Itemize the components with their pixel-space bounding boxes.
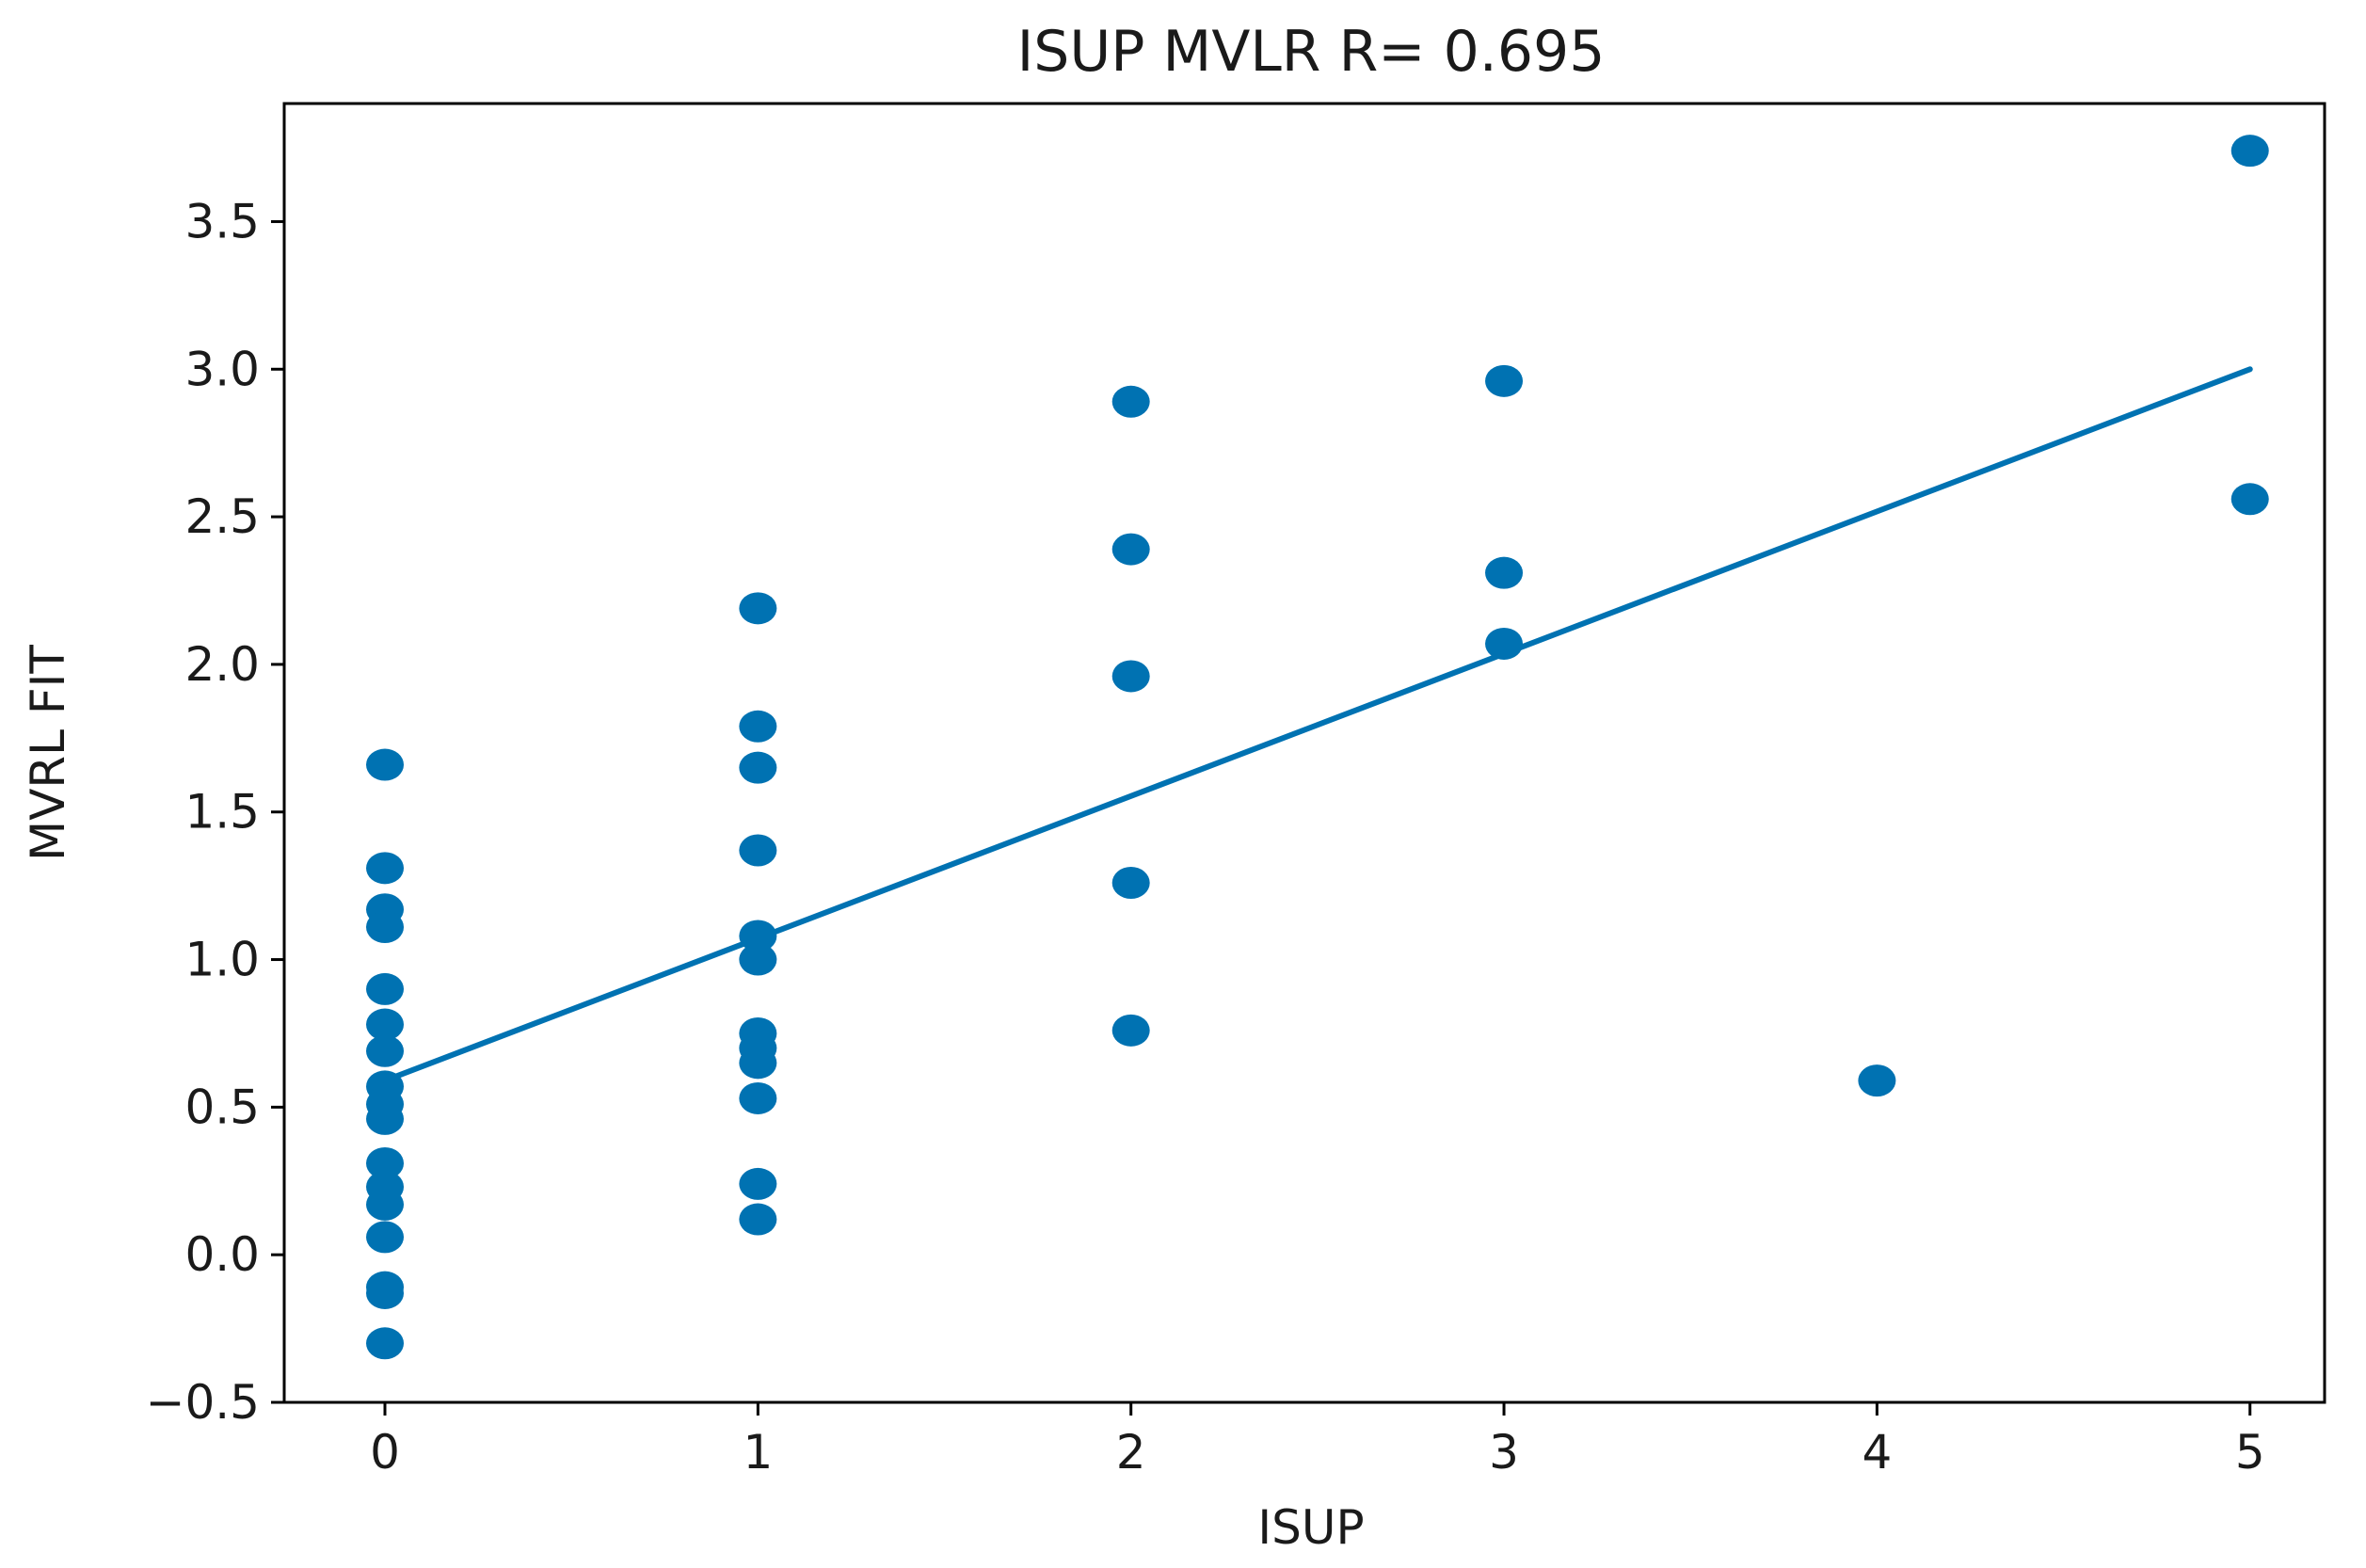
data-point — [739, 834, 777, 867]
data-point — [739, 710, 777, 743]
y-tick-label: 0.5 — [184, 1080, 260, 1134]
y-tick-label: 1.0 — [184, 933, 260, 987]
y-axis-label: MVRL FIT — [21, 645, 75, 861]
x-tick-label: 1 — [743, 1425, 773, 1480]
data-point — [2230, 135, 2269, 168]
data-point — [366, 1008, 405, 1041]
data-point — [739, 751, 777, 784]
data-point — [366, 748, 405, 781]
data-point — [1111, 1014, 1150, 1047]
x-tick-label: 2 — [1116, 1425, 1146, 1480]
data-point — [1485, 556, 1524, 589]
x-tick-label: 5 — [2235, 1425, 2265, 1480]
data-point — [366, 1102, 405, 1135]
data-point — [366, 1221, 405, 1254]
data-point — [366, 1188, 405, 1221]
data-point — [366, 1276, 405, 1309]
data-point — [739, 943, 777, 976]
data-point — [1111, 867, 1150, 899]
data-point — [739, 592, 777, 625]
x-tick-label: 0 — [370, 1425, 400, 1480]
y-axis: −0.5 0.0 0.5 1.0 1.5 2.0 2.5 3.0 3.5 — [146, 194, 284, 1430]
data-point — [366, 852, 405, 885]
data-point — [2230, 483, 2269, 516]
data-point — [739, 1081, 777, 1114]
regression-line-layer — [382, 366, 2253, 1084]
data-point — [366, 1146, 405, 1179]
data-point — [739, 1047, 777, 1080]
data-point — [1485, 364, 1524, 397]
data-point — [1111, 533, 1150, 566]
data-point — [366, 972, 405, 1005]
data-point — [1858, 1064, 1896, 1097]
data-point — [366, 1034, 405, 1067]
data-point — [366, 1327, 405, 1360]
x-axis-label: ISUP — [1257, 1500, 1364, 1555]
data-point — [1111, 385, 1150, 418]
data-point — [739, 1203, 777, 1236]
x-tick-label: 3 — [1489, 1425, 1519, 1480]
y-tick-label: 1.5 — [184, 785, 260, 840]
chart-title: ISUP MVLR R= 0.695 — [1017, 19, 1606, 85]
y-tick-label: 2.5 — [184, 489, 260, 544]
y-tick-label: 0.0 — [184, 1227, 260, 1282]
data-point — [1111, 660, 1150, 693]
x-axis: 0 1 2 3 4 5 — [370, 1402, 2265, 1480]
regression-line — [382, 366, 2253, 1084]
y-tick-label: 3.5 — [184, 194, 260, 248]
data-point — [366, 911, 405, 944]
y-tick-label: 2.0 — [184, 637, 260, 692]
x-tick-label: 4 — [1862, 1425, 1892, 1480]
y-tick-label: 3.0 — [184, 342, 260, 396]
data-point — [739, 1167, 777, 1200]
y-tick-label: −0.5 — [146, 1375, 260, 1430]
plot-frame — [282, 102, 2326, 1404]
